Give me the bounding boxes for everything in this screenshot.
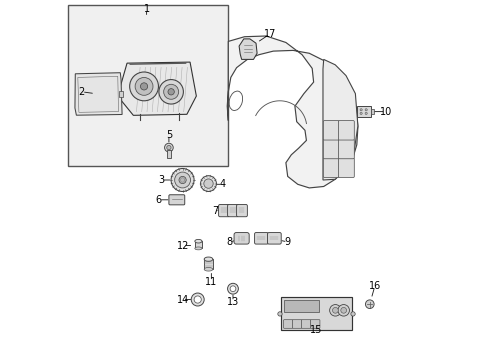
Circle shape — [164, 143, 173, 152]
Circle shape — [230, 286, 235, 292]
Circle shape — [365, 300, 373, 309]
FancyBboxPatch shape — [323, 121, 339, 140]
Text: 16: 16 — [368, 281, 380, 291]
FancyBboxPatch shape — [168, 195, 184, 205]
Circle shape — [166, 145, 171, 150]
Bar — [194, 241, 202, 248]
Bar — [167, 150, 170, 158]
Circle shape — [350, 312, 354, 316]
Text: 8: 8 — [226, 237, 232, 247]
Text: 12: 12 — [177, 240, 189, 251]
FancyBboxPatch shape — [234, 233, 249, 244]
Circle shape — [168, 89, 174, 95]
Text: 10: 10 — [379, 107, 391, 117]
Text: 3: 3 — [158, 175, 163, 185]
FancyBboxPatch shape — [338, 139, 354, 159]
Text: 7: 7 — [211, 206, 218, 216]
FancyBboxPatch shape — [292, 320, 301, 328]
Bar — [370, 109, 374, 114]
Bar — [284, 300, 319, 312]
Circle shape — [359, 112, 362, 114]
Text: 1: 1 — [143, 4, 149, 14]
Circle shape — [203, 179, 213, 188]
Circle shape — [277, 312, 282, 316]
FancyBboxPatch shape — [301, 320, 310, 328]
Circle shape — [337, 305, 349, 316]
Circle shape — [163, 84, 178, 99]
Text: 14: 14 — [176, 294, 188, 305]
Bar — [356, 106, 370, 117]
Ellipse shape — [204, 257, 212, 261]
FancyBboxPatch shape — [338, 158, 354, 177]
Circle shape — [365, 109, 366, 111]
FancyBboxPatch shape — [236, 204, 247, 217]
Circle shape — [191, 293, 204, 306]
Text: 4: 4 — [220, 179, 225, 189]
Polygon shape — [227, 36, 357, 188]
Ellipse shape — [204, 267, 212, 271]
Circle shape — [200, 176, 216, 192]
Text: 5: 5 — [165, 130, 172, 140]
Circle shape — [159, 80, 183, 104]
Text: 9: 9 — [284, 237, 290, 247]
FancyBboxPatch shape — [227, 204, 238, 217]
Bar — [281, 297, 351, 330]
Text: 11: 11 — [205, 276, 217, 287]
Text: 2: 2 — [79, 87, 85, 97]
FancyBboxPatch shape — [310, 320, 319, 328]
FancyBboxPatch shape — [338, 121, 354, 140]
Circle shape — [174, 172, 190, 188]
Polygon shape — [322, 59, 357, 180]
FancyBboxPatch shape — [323, 139, 339, 159]
Polygon shape — [117, 62, 196, 115]
Ellipse shape — [194, 247, 202, 250]
Circle shape — [135, 77, 153, 95]
Circle shape — [171, 168, 194, 192]
Ellipse shape — [194, 239, 202, 243]
Polygon shape — [75, 73, 122, 115]
Text: 6: 6 — [156, 195, 162, 205]
Text: 13: 13 — [226, 297, 239, 307]
FancyBboxPatch shape — [323, 158, 339, 177]
Circle shape — [179, 176, 186, 184]
Circle shape — [359, 109, 362, 111]
Circle shape — [365, 112, 366, 114]
FancyBboxPatch shape — [254, 233, 268, 244]
Bar — [68, 5, 228, 166]
Circle shape — [227, 283, 238, 294]
Bar — [204, 259, 212, 269]
Polygon shape — [239, 39, 257, 59]
FancyBboxPatch shape — [267, 233, 281, 244]
FancyBboxPatch shape — [218, 204, 229, 217]
Circle shape — [129, 72, 158, 101]
Circle shape — [340, 307, 346, 313]
Circle shape — [332, 307, 338, 313]
Bar — [119, 91, 123, 97]
FancyBboxPatch shape — [283, 320, 292, 328]
Circle shape — [329, 305, 341, 316]
Circle shape — [194, 296, 201, 303]
Circle shape — [140, 83, 147, 90]
Text: 17: 17 — [263, 29, 275, 39]
Text: 15: 15 — [310, 325, 322, 336]
